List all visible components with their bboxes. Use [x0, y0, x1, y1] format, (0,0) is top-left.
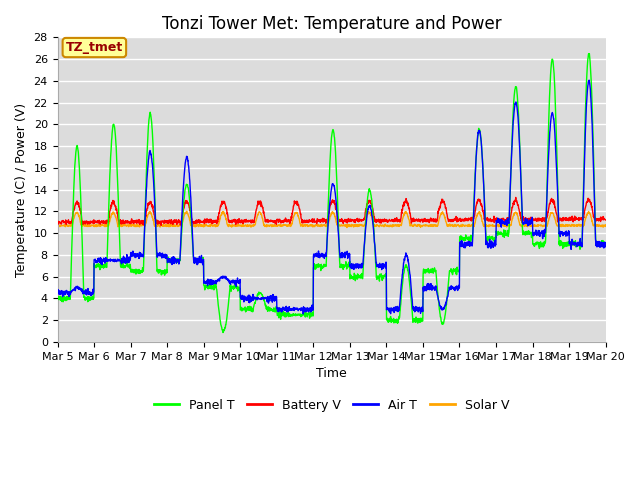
Y-axis label: Temperature (C) / Power (V): Temperature (C) / Power (V) [15, 103, 28, 276]
X-axis label: Time: Time [316, 367, 347, 380]
Legend: Panel T, Battery V, Air T, Solar V: Panel T, Battery V, Air T, Solar V [149, 394, 515, 417]
Title: Tonzi Tower Met: Temperature and Power: Tonzi Tower Met: Temperature and Power [162, 15, 501, 33]
Text: TZ_tmet: TZ_tmet [66, 41, 123, 54]
